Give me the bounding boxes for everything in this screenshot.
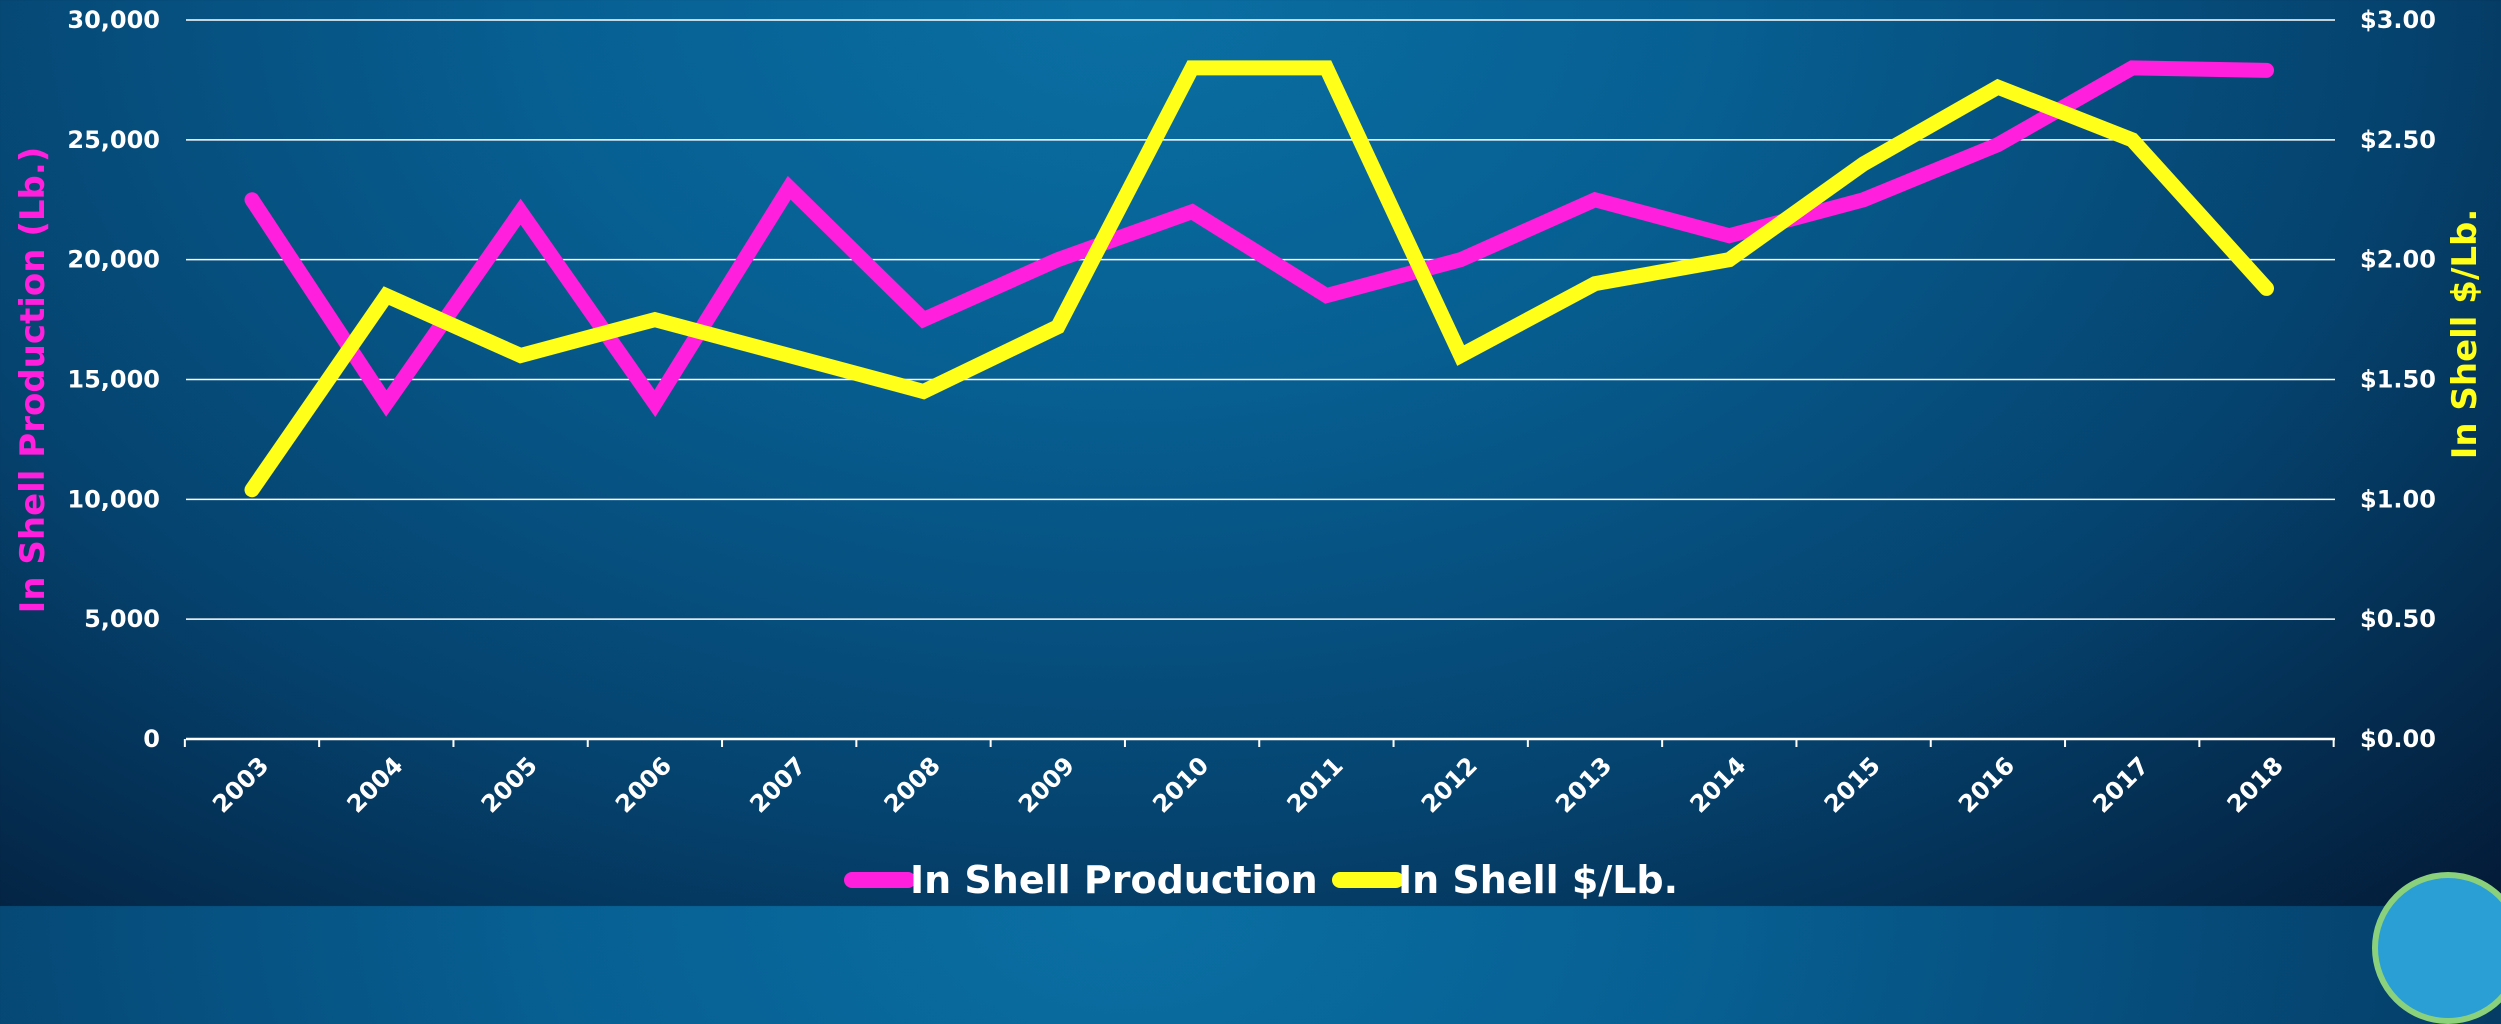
x-tick-label: 2011 [1282, 751, 1349, 818]
y-right-tick-label: $0.00 [2360, 725, 2436, 753]
left-axis-title: In Shell Production (Lb.) [13, 147, 53, 614]
x-tick-label: 2012 [1416, 751, 1483, 818]
x-tick-label: 2008 [879, 751, 946, 818]
x-tick-label: 2009 [1013, 751, 1080, 818]
y-right-tick-label: $1.00 [2360, 485, 2436, 513]
y-right-tick-label: $3.00 [2360, 6, 2436, 34]
y-left-tick-label: 15,000 [67, 366, 160, 394]
x-tick-label: 2003 [207, 751, 274, 818]
y-left-tick-label: 5,000 [84, 605, 160, 633]
production-line [244, 60, 2274, 418]
series-lines [244, 60, 2274, 498]
right-axis-ticks: $0.00 $0.50 $1.00 $1.50 $2.00 $2.50 $3.00 [2360, 6, 2436, 753]
legend-label-price: In Shell $/Lb. [1398, 858, 1678, 902]
x-tick-label: 2018 [2222, 751, 2289, 818]
x-tick-label: 2007 [744, 751, 811, 818]
x-tick-label: 2016 [1953, 751, 2020, 818]
y-left-tick-label: 0 [143, 725, 160, 753]
dual-axis-line-chart: 0 5,000 10,000 15,000 20,000 25,000 30,000 $0.… [13, 6, 2485, 902]
y-right-tick-label: $1.50 [2360, 366, 2436, 394]
legend-label-production: In Shell Production [910, 858, 1318, 902]
x-tick-label: 2014 [1685, 751, 1752, 818]
x-tick-label: 2013 [1550, 751, 1617, 818]
y-right-tick-label: $2.50 [2360, 126, 2436, 154]
price-line [244, 60, 2274, 498]
x-tick-label: 2010 [1147, 751, 1214, 818]
x-tick-label: 2004 [342, 751, 409, 818]
left-axis-ticks: 0 5,000 10,000 15,000 20,000 25,000 30,000 [67, 6, 160, 753]
y-right-tick-label: $2.00 [2360, 246, 2436, 274]
y-left-tick-label: 20,000 [67, 246, 160, 274]
right-axis-title: In Shell $/Lb. [2445, 209, 2485, 460]
legend: In Shell Production In Shell $/Lb. [844, 858, 1678, 902]
y-left-tick-label: 10,000 [67, 485, 160, 513]
x-tick-label: 2005 [476, 751, 543, 818]
y-left-tick-label: 30,000 [67, 6, 160, 34]
y-left-tick-label: 25,000 [67, 126, 160, 154]
x-axis-ticks: 2003 2004 2005 2006 2007 2008 2009 2010 2011 2012… [183, 739, 2335, 818]
x-tick-label: 2017 [2087, 751, 2154, 818]
x-tick-label: 2015 [1819, 751, 1886, 818]
y-right-tick-label: $0.50 [2360, 605, 2436, 633]
x-tick-label: 2006 [610, 751, 677, 818]
